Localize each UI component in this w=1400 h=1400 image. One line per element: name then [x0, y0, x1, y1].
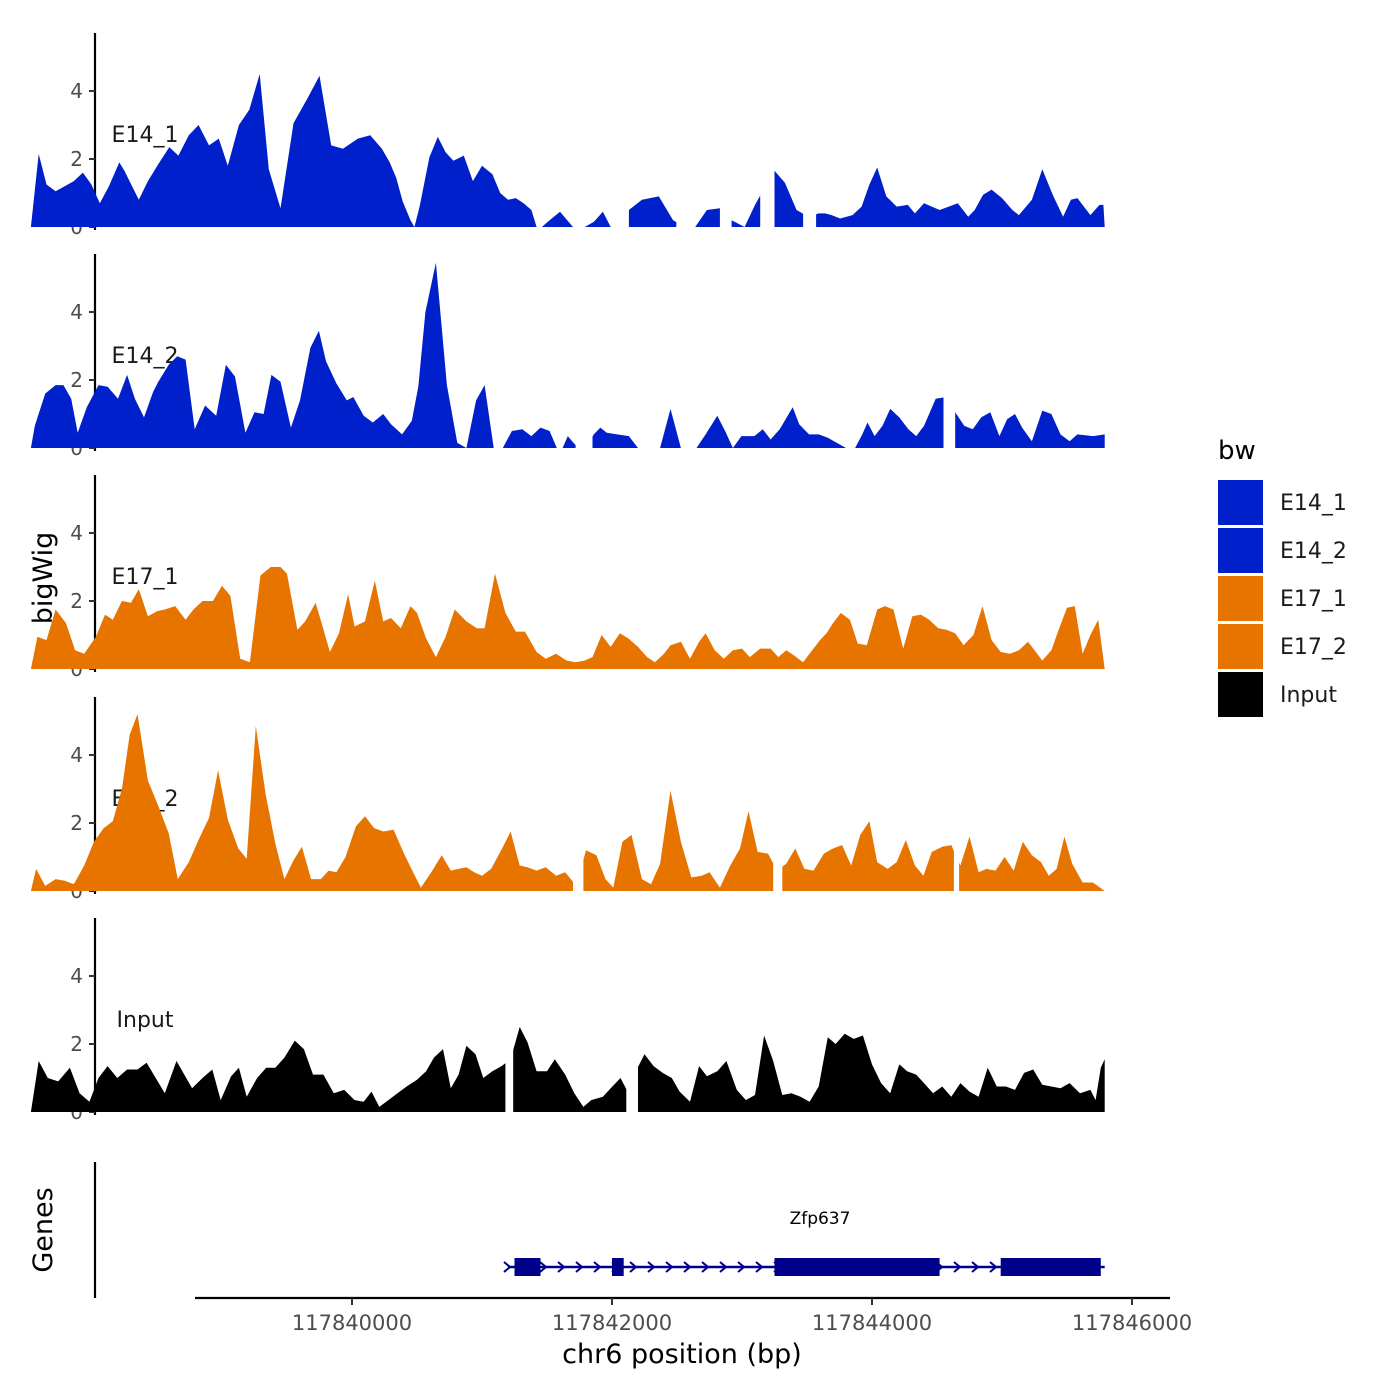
- legend-label-e17_1: E17_1: [1280, 587, 1347, 612]
- strand-arrow-icon: [701, 1261, 710, 1273]
- signal-gap: [573, 697, 584, 893]
- y-tick-label: 4: [70, 743, 83, 767]
- signal-area-e14_2: [30, 262, 1105, 448]
- legend-label-e14_1: E14_1: [1280, 491, 1347, 516]
- panel-label-input: Input: [117, 1008, 174, 1033]
- signal-area-e14_1: [30, 74, 1105, 227]
- y-tick-label: 4: [70, 79, 83, 103]
- signal-gap: [953, 697, 960, 893]
- signal-area-e17_2: [30, 714, 1105, 891]
- legend-swatch: [1218, 480, 1263, 525]
- strand-arrow-icon: [557, 1261, 566, 1273]
- signal-gap: [760, 33, 775, 229]
- panel-label-e17_1: E17_1: [112, 565, 179, 590]
- legend-swatch: [1218, 672, 1263, 717]
- y-tick-label: 2: [70, 589, 83, 613]
- strand-arrow-icon: [737, 1261, 746, 1273]
- gene-name-label: Zfp637: [790, 1209, 851, 1229]
- strand-arrow-icon: [683, 1261, 692, 1273]
- x-tick-label: 117844000: [812, 1311, 932, 1335]
- strand-arrow-icon: [539, 1261, 548, 1273]
- x-tick-label: 117840000: [292, 1311, 412, 1335]
- strand-arrow-icon: [953, 1261, 962, 1273]
- gene-exon: [1000, 1258, 1101, 1276]
- signal-area-e17_1: [30, 567, 1105, 669]
- strand-arrow-icon: [593, 1261, 602, 1273]
- y-tick-label: 4: [70, 964, 83, 988]
- legend-swatch: [1218, 624, 1263, 669]
- signal-gap: [676, 33, 690, 229]
- gene-exon: [514, 1258, 541, 1276]
- genes-track-label: Genes: [28, 1187, 59, 1272]
- strand-arrow-icon: [755, 1261, 764, 1273]
- y-tick-label: 4: [70, 521, 83, 545]
- signal-gap: [803, 33, 817, 229]
- y-tick-label: 4: [70, 300, 83, 324]
- gene-exon: [774, 1258, 794, 1276]
- y-axis-title: bigWig: [28, 532, 59, 625]
- legend-swatch: [1218, 528, 1263, 573]
- strand-arrow-icon: [971, 1261, 980, 1273]
- legend-swatch: [1218, 576, 1263, 621]
- legend-title: bw: [1218, 436, 1256, 466]
- legend-label-e17_2: E17_2: [1280, 635, 1347, 660]
- strand-arrow-icon: [719, 1261, 728, 1273]
- y-tick-label: 2: [70, 1032, 83, 1056]
- panel-label-e14_1: E14_1: [112, 123, 179, 148]
- y-tick-label: 2: [70, 147, 83, 171]
- gene-exon: [612, 1258, 624, 1276]
- signal-gap: [626, 918, 638, 1114]
- panel-label-e14_2: E14_2: [112, 344, 179, 369]
- strand-arrow-icon: [989, 1261, 998, 1273]
- y-tick-label: 2: [70, 368, 83, 392]
- legend-label-input: Input: [1280, 683, 1337, 708]
- signal-gap: [505, 918, 514, 1114]
- signal-gap: [719, 33, 732, 229]
- strand-arrow-icon: [575, 1261, 584, 1273]
- signal-gap: [575, 254, 593, 450]
- x-axis-title: chr6 position (bp): [562, 1339, 802, 1370]
- strand-arrow-icon: [665, 1261, 674, 1273]
- legend-label-e14_2: E14_2: [1280, 539, 1347, 564]
- y-tick-label: 2: [70, 811, 83, 835]
- signal-gap: [613, 33, 629, 229]
- signal-gap: [773, 697, 783, 893]
- gene-exon: [794, 1258, 940, 1276]
- x-tick-label: 117842000: [552, 1311, 672, 1335]
- x-tick-label: 117846000: [1072, 1311, 1192, 1335]
- strand-arrow-icon: [503, 1261, 512, 1273]
- signal-gap: [943, 254, 956, 450]
- strand-arrow-icon: [629, 1261, 638, 1273]
- signal-area-input: [30, 1027, 1105, 1112]
- strand-arrow-icon: [647, 1261, 656, 1273]
